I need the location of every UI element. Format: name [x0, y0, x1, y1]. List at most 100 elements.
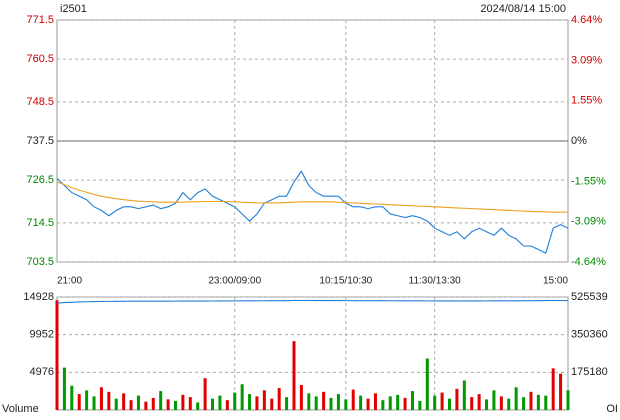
volume-bar	[203, 378, 207, 410]
volume-bar	[248, 394, 252, 410]
volume-bar	[225, 400, 229, 410]
x-tick-label: 10:15/10:30	[319, 276, 372, 287]
y2-tick-label: 350360	[571, 329, 608, 341]
y-tick-label: 703.5	[26, 256, 54, 268]
volume-bar	[70, 385, 74, 410]
volume-bar	[292, 341, 296, 410]
volume-bar	[329, 397, 333, 410]
volume-bar	[544, 395, 548, 410]
volume-frame	[56, 296, 569, 411]
volume-bar	[440, 392, 444, 410]
volume-bar	[85, 390, 89, 410]
volume-bar	[129, 400, 133, 410]
volume-bar	[314, 396, 318, 410]
volume-bar	[55, 300, 59, 410]
x-tick-label: 15:00	[543, 276, 568, 287]
volume-bar	[433, 395, 437, 410]
volume-bar	[462, 380, 466, 410]
y2-tick-label: -3.09%	[571, 215, 606, 227]
volume-bar	[285, 397, 289, 410]
volume-bar	[373, 393, 377, 410]
volume-bar	[262, 390, 266, 410]
volume-bar	[196, 402, 200, 410]
y-tick-label: 4976	[30, 366, 54, 378]
volume-bar	[77, 394, 81, 410]
y2-tick-label: 1.55%	[571, 94, 602, 106]
volume-bar	[233, 392, 237, 410]
y-tick-label: 14928	[23, 291, 54, 303]
volume-bar	[536, 394, 540, 410]
volume-bar	[366, 398, 370, 410]
volume-bar	[151, 397, 155, 410]
x-tick-label: 21:00	[57, 276, 82, 287]
volume-bar	[255, 396, 259, 410]
volume-bar	[166, 399, 170, 410]
volume-bar	[418, 400, 422, 410]
volume-bar	[559, 373, 563, 410]
y2-tick-label: 3.09%	[571, 54, 602, 66]
volume-bar	[507, 398, 511, 410]
volume-bar	[159, 391, 163, 410]
y2-tick-label: 175180	[571, 366, 608, 378]
volume-bar	[566, 390, 570, 410]
volume-bar	[551, 368, 555, 410]
volume-bar	[381, 400, 385, 410]
price-line	[56, 170, 569, 254]
y-tick-label: 737.5	[26, 135, 54, 147]
volume-bar	[122, 393, 126, 410]
volume-bar	[211, 398, 215, 410]
volume-bar	[492, 390, 496, 410]
y-tick-label: 714.5	[26, 217, 54, 229]
volume-bar	[218, 395, 222, 410]
y2-tick-label: 525539	[571, 291, 608, 303]
volume-bar	[351, 389, 355, 410]
volume-bar	[107, 391, 111, 410]
chart-title: i2501	[60, 3, 87, 15]
volume-bar	[270, 398, 274, 410]
volume-bar	[448, 398, 452, 410]
y2-tick-label: -4.64%	[571, 256, 606, 268]
volume-bar	[477, 394, 481, 410]
x-tick-label: 23:00/09:00	[208, 276, 261, 287]
volume-bar	[181, 394, 185, 410]
volume-bar	[396, 394, 400, 410]
volume-bar	[92, 396, 96, 410]
volume-bar	[388, 396, 392, 410]
volume-bar	[136, 395, 140, 410]
volume-bar	[522, 397, 526, 410]
volume-bar	[240, 384, 244, 410]
volume-bar	[173, 400, 177, 410]
volume-bar	[410, 391, 414, 410]
volume-bar	[277, 388, 281, 410]
series-label: OI	[606, 403, 618, 415]
volume-bar	[114, 398, 118, 410]
y-tick-label: 771.5	[26, 14, 54, 26]
volume-bar	[403, 397, 407, 410]
volume-bar	[144, 401, 148, 410]
series-label: Volume	[2, 403, 39, 415]
y-tick-label: 748.5	[26, 96, 54, 108]
volume-bar	[62, 367, 66, 410]
y2-tick-label: 0%	[571, 135, 587, 147]
volume-bar	[529, 391, 533, 410]
volume-bar	[455, 388, 459, 410]
volume-bar	[188, 397, 192, 410]
x-tick-label: 11:30/13:30	[409, 276, 462, 287]
volume-bar	[359, 395, 363, 410]
y-tick-label: 760.5	[26, 53, 54, 65]
volume-bar	[514, 387, 518, 410]
volume-bar	[470, 397, 474, 410]
volume-bar	[336, 394, 340, 410]
volume-bar	[485, 399, 489, 410]
volume-bar	[99, 387, 103, 410]
volume-bar	[344, 399, 348, 410]
volume-bar	[322, 391, 326, 410]
volume-bar	[499, 396, 503, 410]
y2-tick-label: 4.64%	[571, 14, 602, 26]
oi-line	[56, 299, 569, 304]
volume-bar	[307, 393, 311, 410]
y-tick-label: 726.5	[26, 174, 54, 186]
volume-bar	[425, 358, 429, 410]
y2-tick-label: -1.55%	[571, 175, 606, 187]
